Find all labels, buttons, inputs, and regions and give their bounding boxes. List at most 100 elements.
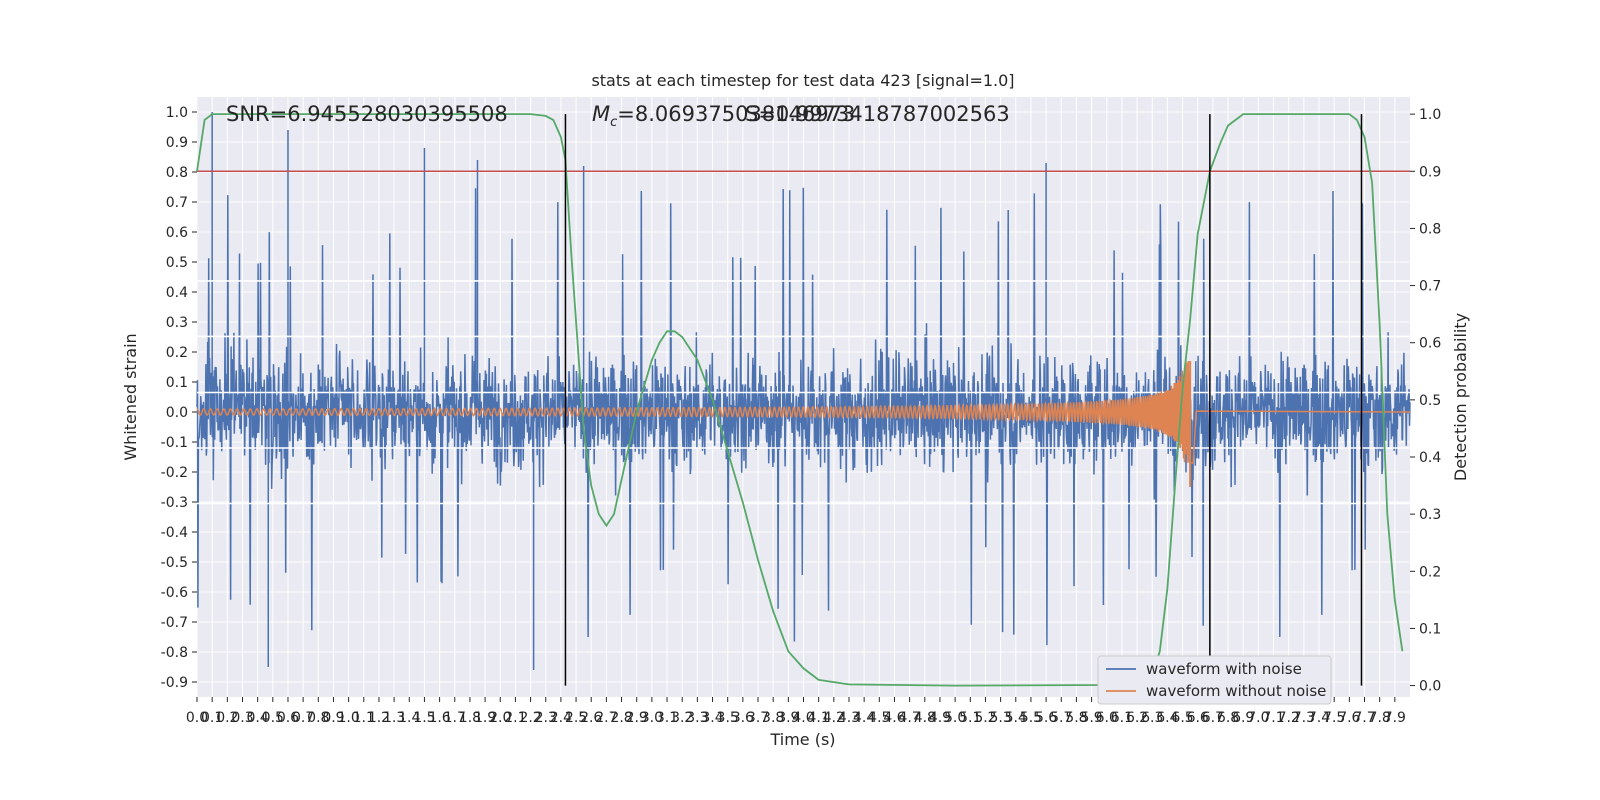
x-tick-label: 6.2	[1126, 710, 1148, 726]
x-tick-label: 0.1	[201, 710, 223, 726]
y-tick-label: -0.6	[161, 585, 188, 601]
y-tick-label: 0.2	[166, 345, 188, 361]
x-tick-label: 0.4	[247, 710, 269, 726]
x-tick-label: 4.7	[899, 710, 921, 726]
x-tick-label: 2.2	[519, 710, 541, 726]
x-tick-label: 0.6	[277, 710, 299, 726]
x-tick-label: 2.9	[626, 710, 648, 726]
y2-tick-label: 0.2	[1419, 564, 1441, 580]
snr-annotation: SNR=6.945528030395508	[226, 102, 508, 126]
y-tick-label: -0.1	[161, 435, 188, 451]
y-tick-label: -0.2	[161, 465, 188, 481]
y-tick-label: 0.5	[166, 255, 188, 271]
y-tick-label: 0.3	[166, 315, 188, 331]
y2-tick-label: 1.0	[1419, 107, 1441, 123]
x-tick-label: 7.1	[1262, 710, 1284, 726]
x-tick-label: 5.4	[1005, 710, 1027, 726]
legend: waveform with noise waveform without noi…	[1097, 655, 1332, 705]
x-tick-label: 6.5	[1171, 710, 1193, 726]
x-tick-label: 6.0	[1096, 710, 1118, 726]
chart-title: stats at each timestep for test data 423…	[591, 71, 1014, 90]
x-tick-label: 3.8	[762, 710, 784, 726]
x-tick-label: 5.3	[989, 710, 1011, 726]
x-tick-label: 3.7	[747, 710, 769, 726]
horizontal-bands	[197, 280, 1410, 505]
x-tick-label: 4.3	[838, 710, 860, 726]
x-tick-label: 6.1	[1111, 710, 1133, 726]
x-tick-label: 0.2	[216, 710, 238, 726]
x-tick-label: 2.3	[535, 710, 557, 726]
y-tick-label: 0.9	[166, 135, 188, 151]
x-tick-label: 7.9	[1384, 710, 1406, 726]
x-tick-label: 4.0	[792, 710, 814, 726]
x-tick-label: 7.4	[1308, 710, 1330, 726]
y2-tick-label: 0.4	[1419, 450, 1441, 466]
y-tick-label: 0.0	[166, 405, 188, 421]
x-tick-label: 7.6	[1338, 710, 1360, 726]
x-tick-label: 6.3	[1141, 710, 1163, 726]
y2-tick-label: 0.3	[1419, 507, 1441, 523]
y-axis-ticks: 1.0 0.9 0.8 0.7 0.6 0.5 0.4 0.3 0.2 0.1 0.0 -0.1 -0.…	[161, 105, 197, 691]
legend-label-clean: waveform without noise	[1146, 682, 1326, 700]
chirp-path	[196, 360, 1411, 464]
y2-axis-label: Detection probability	[1451, 313, 1470, 481]
x-axis-label: Time (s)	[769, 730, 835, 749]
x-tick-label: 5.7	[1050, 710, 1072, 726]
x-tick-label: 0.0	[186, 710, 208, 726]
legend-label-noise: waveform with noise	[1146, 660, 1302, 678]
chirp-mass-value: =8.069375038146973	[617, 102, 855, 126]
x-tick-label: 4.6	[883, 710, 905, 726]
x-tick-label: 1.1	[353, 710, 375, 726]
x-tick-label: 2.6	[580, 710, 602, 726]
x-tick-label: 5.8	[1065, 710, 1087, 726]
x-tick-label: 5.2	[974, 710, 996, 726]
x-tick-label: 1.5	[413, 710, 435, 726]
chirp-mass-symbol: M	[592, 102, 610, 126]
y2-tick-label: 0.5	[1419, 393, 1441, 409]
x-tick-label: 1.4	[398, 710, 420, 726]
x-tick-label: 7.3	[1293, 710, 1315, 726]
x-tick-label: 3.0	[641, 710, 663, 726]
y-tick-label: 1.0	[166, 105, 188, 121]
y-tick-label: 0.6	[166, 225, 188, 241]
x-tick-label: 6.9	[1232, 710, 1254, 726]
probability-path	[196, 113, 1404, 687]
waveform-without-noise-line	[196, 360, 1411, 487]
x-tick-label: 1.7	[444, 710, 466, 726]
x-tick-label: 1.8	[459, 710, 481, 726]
x-tick-label: 5.6	[1035, 710, 1057, 726]
y-tick-label: 0.1	[166, 375, 188, 391]
x-tick-label: 2.7	[595, 710, 617, 726]
legend-box	[1097, 655, 1332, 705]
y2-axis-ticks: 1.0 0.9 0.8 0.7 0.6 0.5 0.4 0.3 0.2 0.1 0.0	[1410, 107, 1441, 695]
x-tick-label: 1.6	[428, 710, 450, 726]
y-tick-label: 0.8	[166, 165, 188, 181]
y2-tick-label: 0.6	[1419, 336, 1441, 352]
x-tick-label: 5.1	[959, 710, 981, 726]
x-tick-label: 0.9	[322, 710, 344, 726]
x-tick-label: 1.9	[474, 710, 496, 726]
x-tick-label: 7.7	[1353, 710, 1375, 726]
x-tick-label: 5.5	[1020, 710, 1042, 726]
x-tick-label: 3.4	[701, 710, 723, 726]
x-tick-label: 5.0	[944, 710, 966, 726]
y-axis-label: Whitened strain	[121, 333, 140, 460]
y-tick-label: 0.7	[166, 195, 188, 211]
x-tick-label: 2.1	[504, 710, 526, 726]
x-tick-label: 2.8	[610, 710, 632, 726]
chirp-mass-subscript: c	[610, 115, 617, 130]
x-tick-label: 0.7	[292, 710, 314, 726]
y-tick-label: -0.3	[161, 495, 188, 511]
x-tick-label: 6.6	[1187, 710, 1209, 726]
x-tick-label: 4.1	[808, 710, 830, 726]
detection-vlines	[564, 114, 1363, 686]
x-tick-label: 3.9	[777, 710, 799, 726]
x-tick-label: 0.3	[231, 710, 253, 726]
x-tick-label: 0.5	[262, 710, 284, 726]
x-tick-label: 3.1	[656, 710, 678, 726]
x-tick-label: 4.5	[868, 710, 890, 726]
y-tick-label: -0.8	[161, 645, 188, 661]
x-tick-label: 2.0	[489, 710, 511, 726]
x-tick-label: 6.7	[1202, 710, 1224, 726]
